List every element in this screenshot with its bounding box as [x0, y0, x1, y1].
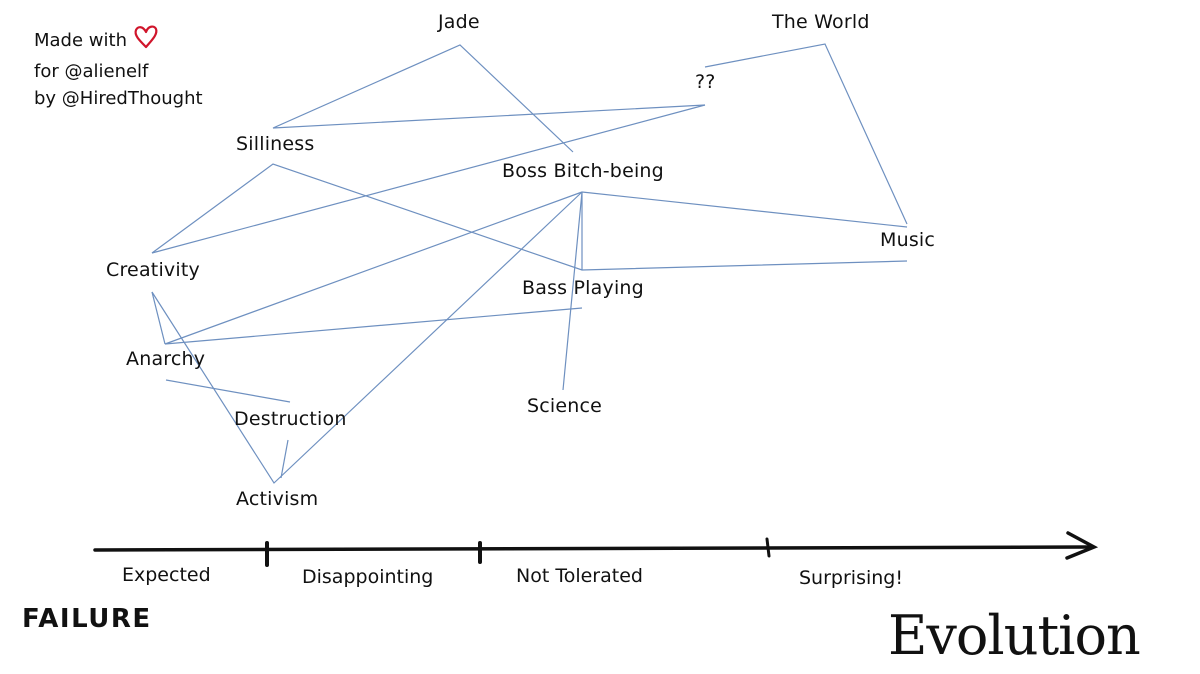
axis-label-surprising: Surprising! [799, 567, 903, 589]
link-creativity-anarchy [151, 291, 166, 345]
node-science: Science [527, 395, 603, 417]
node-destruction: Destruction [234, 408, 347, 430]
node-the-world: The World [772, 11, 870, 33]
credit-by: by @HiredThought [34, 88, 203, 109]
link-boss-anarchy [164, 191, 583, 345]
axis-label-expected: Expected [122, 564, 211, 586]
axis-label-disappointing: Disappointing [302, 566, 434, 588]
node-music: Music [880, 229, 936, 251]
evolution-axis-line [93, 545, 1092, 552]
link-creativity-silliness-music [151, 163, 908, 271]
link-world-music [704, 43, 908, 225]
axis-end-failure: FAILURE [22, 604, 152, 634]
link-question-creativity [151, 104, 706, 254]
link-boss-music [581, 191, 908, 228]
node-creativity: Creativity [106, 259, 200, 281]
link-boss-science [562, 191, 583, 391]
link-anarchy-destruction [165, 379, 291, 403]
credit-made-with: Made with [34, 30, 127, 51]
credit-for: for @alienelf [34, 61, 149, 82]
node-bass-playing: Bass Playing [522, 277, 644, 299]
credits-note: Made with for @alienelf by @HiredThought [34, 24, 203, 112]
link-jade-silliness-question [272, 44, 706, 153]
node-activism: Activism [236, 488, 319, 510]
link-destruction-activism [280, 439, 289, 479]
axis-tick-3 [765, 537, 771, 558]
node-silliness: Silliness [236, 133, 315, 155]
axis-label-not-tolerated: Not Tolerated [516, 565, 643, 587]
heart-icon [133, 24, 159, 58]
node-jade: Jade [438, 11, 480, 33]
axis-arrowhead [1065, 531, 1099, 560]
node-anarchy: Anarchy [126, 348, 206, 370]
node-boss-bitch-being: Boss Bitch-being [502, 160, 664, 182]
node-question-marks: ?? [695, 71, 716, 93]
link-creativity-activism-boss [151, 191, 583, 484]
axis-end-evolution: Evolution [888, 604, 1141, 667]
